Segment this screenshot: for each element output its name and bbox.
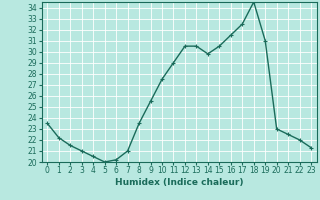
X-axis label: Humidex (Indice chaleur): Humidex (Indice chaleur) [115, 178, 244, 187]
